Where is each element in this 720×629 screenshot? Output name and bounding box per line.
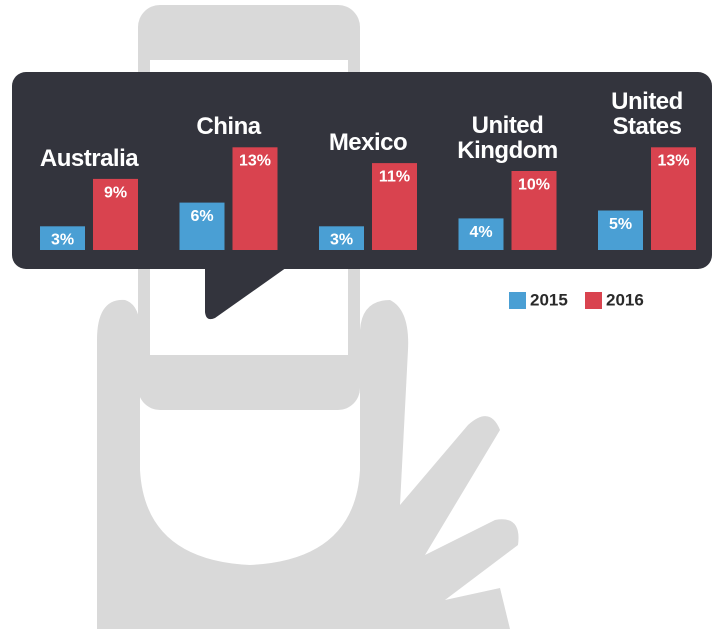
- legend-swatch: [585, 292, 602, 309]
- value-label: 13%: [239, 153, 271, 170]
- category-label: Mexico: [303, 130, 433, 155]
- legend-label: 2016: [606, 290, 644, 309]
- value-label: 9%: [104, 184, 127, 201]
- legend-label: 2015: [530, 290, 568, 309]
- value-label: 13%: [657, 153, 689, 170]
- value-label: 4%: [469, 224, 492, 241]
- category-label: United Kingdom: [443, 113, 573, 163]
- legend-swatch: [509, 292, 526, 309]
- value-label: 6%: [190, 208, 213, 225]
- value-label: 11%: [379, 169, 410, 186]
- value-label: 3%: [330, 232, 353, 249]
- page: 3% 9% 6% 13% 3% 11% 4% 10% 5% 13% 2015 2016 Austral…: [0, 0, 720, 629]
- value-label: 3%: [51, 232, 74, 249]
- value-label: 5%: [609, 216, 632, 233]
- value-label: 10%: [518, 176, 550, 193]
- category-label: Australia: [24, 146, 154, 171]
- category-label: United States: [582, 89, 712, 139]
- category-label: China: [164, 114, 294, 139]
